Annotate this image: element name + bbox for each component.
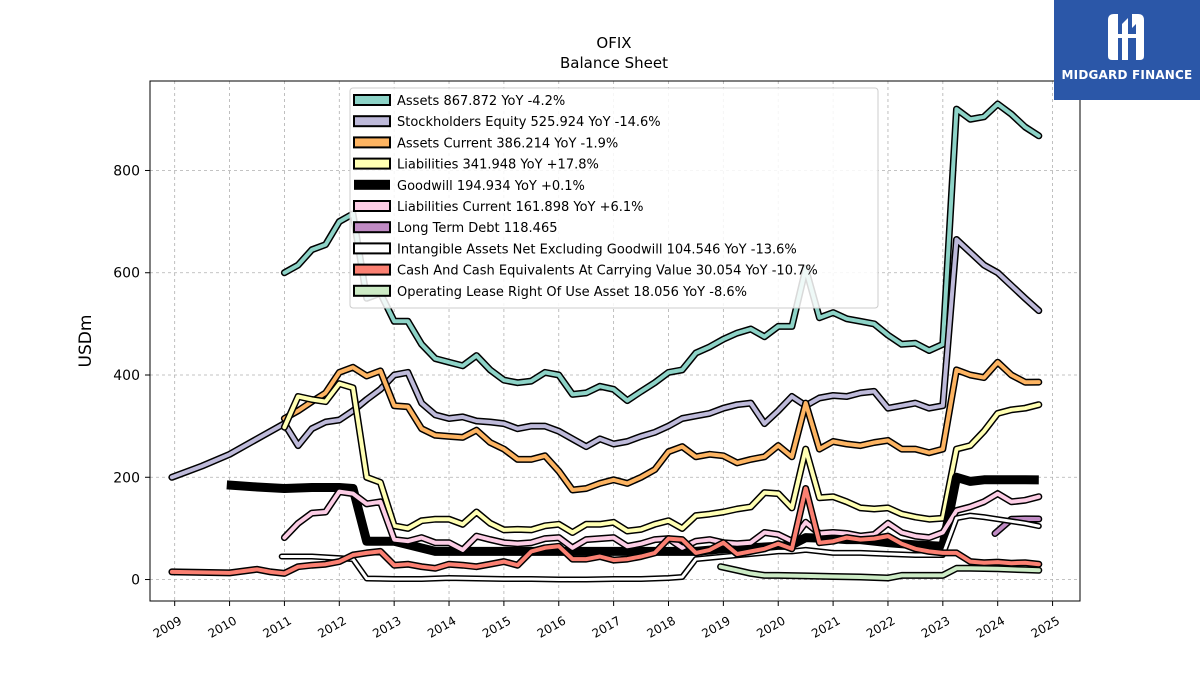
legend-entry: Long Term Debt 118.465 (353, 221, 557, 236)
legend-label: Intangible Assets Net Excluding Goodwill… (397, 242, 797, 257)
legend-entry: Cash And Cash Equivalents At Carrying Va… (353, 263, 818, 279)
y-tick-label: 200 (113, 470, 140, 486)
chart-title: OFIX (596, 34, 631, 52)
x-tick-label: 2015 (480, 613, 513, 640)
x-tick-label: 2024 (974, 613, 1007, 640)
series-line (169, 237, 1041, 480)
series-9 (717, 563, 1043, 582)
series-line (282, 489, 1041, 552)
series-5 (280, 488, 1043, 554)
legend-swatch (353, 263, 391, 276)
plot-frame (149, 80, 1081, 602)
legend-swatch (354, 179, 390, 190)
y-axis-label: USDm (76, 315, 96, 368)
x-tick-label: 2020 (754, 613, 787, 640)
series-line (169, 486, 1041, 576)
legend-label: Assets 867.872 YoY -4.2% (397, 94, 565, 109)
legend-entry: Assets Current 386.214 YoY -1.9% (353, 136, 618, 151)
brand-logo: MIDGARD FINANCE (1054, 0, 1200, 100)
y-tick-label: 600 (113, 266, 140, 282)
x-tick-label: 2022 (864, 613, 897, 640)
x-tick-label: 2014 (425, 613, 458, 640)
x-tick-label: 2019 (699, 613, 732, 640)
legend-label: Operating Lease Right Of Use Asset 18.05… (397, 285, 747, 300)
legend-swatch (353, 115, 391, 128)
legend-box (349, 87, 879, 309)
x-tick-label: 2017 (590, 613, 623, 640)
legend-swatch (353, 94, 391, 106)
x-tick-label: 2009 (151, 613, 184, 640)
x-tick-label: 2023 (919, 613, 952, 640)
x-tick-label: 2025 (1029, 613, 1062, 640)
legend-swatch (353, 200, 391, 212)
y-tick-label: 400 (113, 368, 140, 384)
legend-label: Goodwill 194.934 YoY +0.1% (397, 179, 585, 194)
legend-label: Cash And Cash Equivalents At Carrying Va… (397, 264, 818, 279)
series-line (282, 381, 1041, 535)
series-7 (278, 512, 1042, 583)
midgard-logo-icon (1108, 14, 1144, 60)
legend-entry: Liabilities 341.948 YoY +17.8% (353, 157, 599, 173)
legend-label: Assets Current 386.214 YoY -1.9% (397, 136, 618, 151)
legend-label: Liabilities 341.948 YoY +17.8% (397, 158, 599, 173)
chart-subtitle: Balance Sheet (560, 54, 668, 72)
legend-swatch (353, 221, 391, 234)
series-line (718, 564, 1041, 580)
x-tick-label: 2012 (315, 613, 348, 640)
series-6 (991, 515, 1043, 537)
legend: Assets 867.872 YoY -4.2% Stockholders Equ… (349, 87, 879, 309)
y-tick-label: 800 (113, 163, 140, 179)
legend-swatch (353, 284, 391, 297)
legend-entry: Goodwill 194.934 YoY +0.1% (354, 179, 585, 194)
legend-entry: Liabilities Current 161.898 YoY +6.1% (353, 200, 644, 215)
series-1 (168, 236, 1043, 481)
legend-swatch (353, 157, 391, 170)
series-2 (280, 358, 1043, 494)
legend-label: Stockholders Equity 525.924 YoY -14.6% (397, 115, 661, 130)
brand-name: MIDGARD FINANCE (1061, 68, 1193, 82)
legend-entry: Intangible Assets Net Excluding Goodwill… (353, 242, 797, 257)
series-line (993, 516, 1041, 536)
legend-label: Liabilities Current 161.898 YoY +6.1% (397, 200, 644, 215)
legend-label: Long Term Debt 118.465 (397, 221, 557, 236)
series-0 (280, 100, 1043, 405)
series-line (280, 514, 1041, 581)
series-8 (168, 485, 1043, 577)
x-tick-label: 2021 (809, 613, 842, 640)
legend-entry: Stockholders Equity 525.924 YoY -14.6% (353, 115, 661, 130)
legend-swatch (353, 242, 391, 255)
x-tick-label: 2013 (370, 613, 403, 640)
series-line (282, 360, 1041, 492)
legend-entry: Assets 867.872 YoY -4.2% (353, 94, 565, 109)
series-lines (168, 100, 1043, 583)
x-tick-label: 2010 (206, 613, 239, 640)
y-tick-label: 0 (131, 573, 140, 589)
legend-swatch (353, 136, 391, 149)
x-tick-label: 2018 (645, 613, 678, 640)
x-tick-label: 2011 (260, 613, 293, 640)
series-line (282, 102, 1041, 403)
x-tick-label: 2016 (535, 613, 568, 640)
series-3 (280, 380, 1043, 536)
legend-entry: Operating Lease Right Of Use Asset 18.05… (353, 284, 747, 300)
